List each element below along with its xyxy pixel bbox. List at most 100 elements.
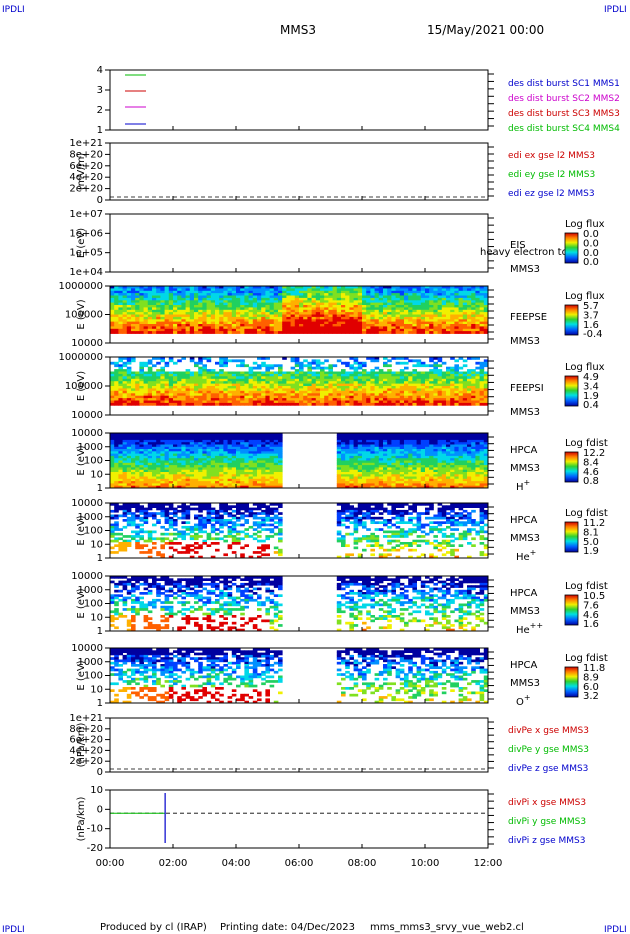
- heatmap-cell: [286, 386, 291, 389]
- heatmap-cell: [408, 328, 413, 332]
- y-tick-label: 10000: [71, 410, 103, 421]
- heatmap-cell: [244, 295, 249, 299]
- heatmap-cell: [265, 376, 270, 380]
- heatmap-cell: [231, 485, 237, 489]
- heatmap-cell: [433, 386, 438, 389]
- heatmap-cell: [399, 393, 405, 397]
- heatmap-cell: [126, 328, 132, 332]
- heatmap-cell: [479, 324, 485, 327]
- heatmap-cell: [404, 467, 409, 471]
- colorbar: [564, 375, 579, 407]
- heatmap-cell: [160, 300, 165, 304]
- heatmap-cell: [273, 444, 279, 448]
- heatmap-cell: [164, 331, 170, 334]
- heatmap-cell: [294, 307, 300, 311]
- heatmap-cell: [189, 472, 195, 475]
- heatmap-cell: [278, 369, 283, 372]
- heatmap-cell: [324, 286, 329, 289]
- heatmap-cell: [143, 465, 149, 468]
- heatmap-cell: [366, 295, 371, 299]
- heatmap-cell: [273, 314, 279, 318]
- heatmap-cell: [143, 453, 149, 457]
- heatmap-cell: [261, 393, 266, 397]
- heatmap-cell: [257, 478, 262, 482]
- heatmap-cell: [408, 458, 413, 461]
- heatmap-cell: [147, 485, 153, 489]
- heatmap-cell: [257, 314, 262, 318]
- heatmap-cell: [131, 481, 136, 484]
- heatmap-cell: [294, 331, 300, 334]
- heatmap-cell: [160, 371, 165, 375]
- heatmap-cell: [164, 458, 170, 461]
- heatmap-cell: [181, 472, 186, 475]
- heatmap-cell: [202, 326, 207, 330]
- heatmap-cell: [307, 331, 312, 334]
- heatmap-cell: [173, 297, 178, 301]
- heatmap-cell: [189, 386, 195, 389]
- heatmap-cell: [353, 400, 359, 404]
- heatmap-cell: [194, 390, 199, 394]
- heatmap-cell: [147, 395, 153, 399]
- heatmap-cell: [437, 307, 443, 311]
- heatmap-cell: [147, 481, 153, 484]
- heatmap-cell: [349, 400, 354, 404]
- heatmap-cell: [370, 373, 375, 377]
- heatmap-cell: [168, 469, 174, 473]
- heatmap-cell: [135, 400, 140, 404]
- heatmap-cell: [286, 383, 291, 387]
- heatmap-cell: [139, 388, 144, 392]
- heatmap-cell: [219, 388, 224, 392]
- heatmap-cell: [273, 388, 279, 392]
- heatmap-cell: [366, 302, 371, 306]
- heatmap-cell: [139, 314, 144, 318]
- heatmap-cell: [404, 393, 409, 397]
- heatmap-cell: [353, 390, 359, 394]
- heatmap-cell: [269, 462, 275, 466]
- heatmap-cell: [265, 393, 270, 397]
- heatmap-cell: [353, 378, 359, 382]
- heatmap-cell: [231, 460, 237, 464]
- heatmap-cell: [252, 371, 258, 375]
- heatmap-cell: [404, 400, 409, 404]
- heatmap-cell: [248, 485, 254, 489]
- heatmap-cell: [122, 467, 128, 471]
- heatmap-cell: [404, 321, 409, 325]
- heatmap-cell: [118, 458, 123, 461]
- heatmap-cell: [387, 300, 392, 304]
- heatmap-cell: [378, 462, 384, 466]
- heatmap-cell: [219, 390, 224, 394]
- heatmap-cell: [383, 398, 388, 401]
- heatmap-cell: [185, 476, 191, 480]
- heatmap-cell: [467, 295, 472, 299]
- heatmap-cell: [399, 286, 405, 289]
- heatmap-cell: [156, 390, 161, 394]
- heatmap-cell: [479, 331, 485, 334]
- heatmap-cell: [349, 442, 354, 445]
- heatmap-cell: [311, 288, 317, 292]
- heatmap-cell: [223, 381, 228, 384]
- heatmap-cell: [173, 319, 178, 323]
- heatmap-cell: [227, 449, 233, 452]
- heatmap-cell: [294, 300, 300, 304]
- heatmap-cell: [227, 302, 233, 306]
- heatmap-cell: [395, 451, 401, 454]
- heatmap-cell: [299, 361, 304, 365]
- heatmap-cell: [114, 388, 119, 392]
- heatmap-cell: [135, 433, 140, 436]
- heatmap-cell: [420, 316, 426, 320]
- heatmap-cell: [139, 478, 144, 482]
- heatmap-cell: [370, 476, 375, 480]
- heatmap-cell: [294, 295, 300, 299]
- heatmap-cell: [215, 395, 220, 399]
- heatmap-cell: [362, 331, 367, 334]
- footer-produced-by: Produced by cl (IRAP): [100, 922, 207, 933]
- heatmap-cell: [349, 455, 354, 459]
- heatmap-cell: [278, 376, 283, 380]
- heatmap-cell: [126, 359, 132, 363]
- heatmap-cell: [110, 467, 115, 471]
- heatmap-cell: [210, 485, 216, 489]
- heatmap-cell: [177, 293, 182, 296]
- heatmap-cell: [378, 381, 384, 384]
- heatmap-cell: [202, 462, 207, 466]
- heatmap-cell: [231, 437, 237, 441]
